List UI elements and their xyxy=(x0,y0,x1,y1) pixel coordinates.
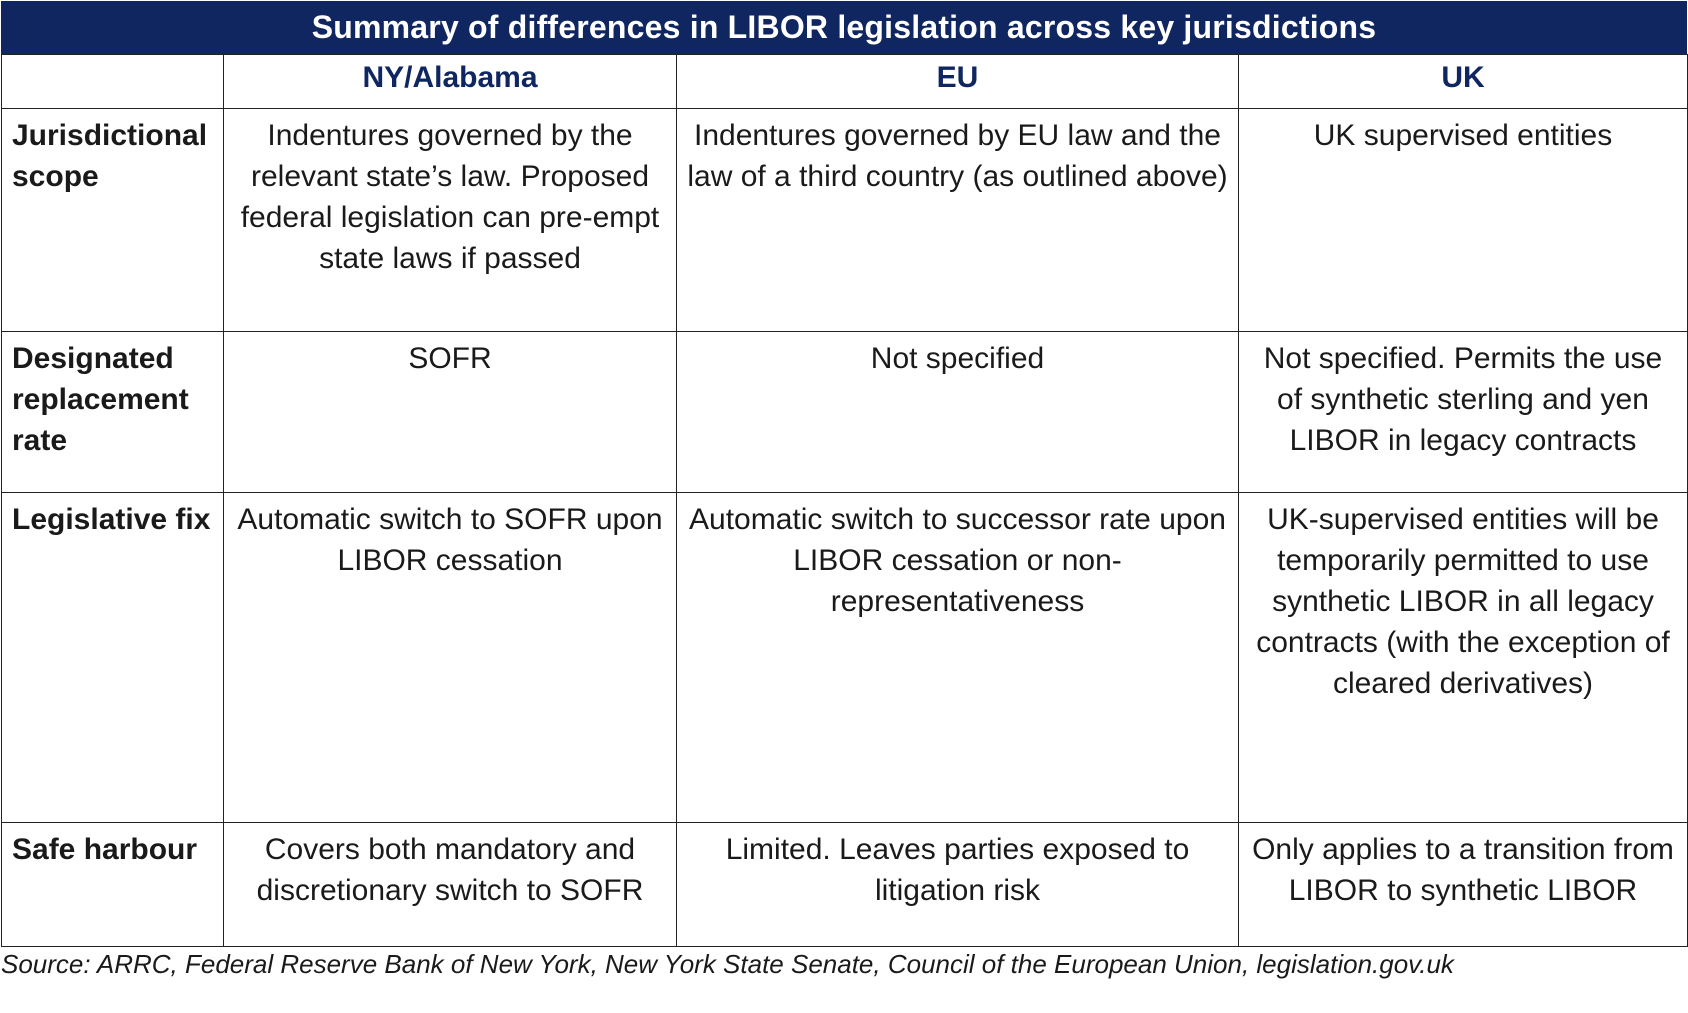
cell-eu: Automatic switch to successor rate upon … xyxy=(676,492,1239,823)
cell-ny-alabama: Covers both mandatory and discretionary … xyxy=(223,822,677,947)
column-header-eu: EU xyxy=(676,54,1239,109)
cell-ny-alabama: Automatic switch to SOFR upon LIBOR cess… xyxy=(223,492,677,823)
cell-uk: UK-supervised entities will be temporari… xyxy=(1238,492,1688,823)
cell-eu: Indentures governed by EU law and the la… xyxy=(676,108,1239,332)
column-header-ny-alabama: NY/Alabama xyxy=(223,54,677,109)
summary-table: NY/Alabama EU UK Jurisdictional scope In… xyxy=(1,54,1688,947)
cell-uk: Only applies to a transition from LIBOR … xyxy=(1238,822,1688,947)
row-label-safe-harbour: Safe harbour xyxy=(1,822,224,947)
table-row: Legislative fix Automatic switch to SOFR… xyxy=(1,492,1688,823)
cell-ny-alabama: Indentures governed by the relevant stat… xyxy=(223,108,677,332)
table-row: Designated replacement rate SOFR Not spe… xyxy=(1,331,1688,493)
source-note: Source: ARRC, Federal Reserve Bank of Ne… xyxy=(1,949,1454,979)
row-label-jurisdictional-scope: Jurisdictional scope xyxy=(1,108,224,332)
header-row: NY/Alabama EU UK xyxy=(1,54,1688,109)
cell-ny-alabama: SOFR xyxy=(223,331,677,493)
table-row: Safe harbour Covers both mandatory and d… xyxy=(1,822,1688,947)
cell-uk: Not specified. Permits the use of synthe… xyxy=(1238,331,1688,493)
table-row: Jurisdictional scope Indentures governed… xyxy=(1,108,1688,332)
column-header-uk: UK xyxy=(1238,54,1688,109)
cell-eu: Limited. Leaves parties exposed to litig… xyxy=(676,822,1239,947)
header-corner-cell xyxy=(1,54,224,109)
summary-document: Summary of differences in LIBOR legislat… xyxy=(1,1,1688,980)
cell-uk: UK supervised entities xyxy=(1238,108,1688,332)
row-label-designated-replacement-rate: Designated replacement rate xyxy=(1,331,224,493)
row-label-legislative-fix: Legislative fix xyxy=(1,492,224,823)
table-title: Summary of differences in LIBOR legislat… xyxy=(1,1,1687,54)
cell-eu: Not specified xyxy=(676,331,1239,493)
